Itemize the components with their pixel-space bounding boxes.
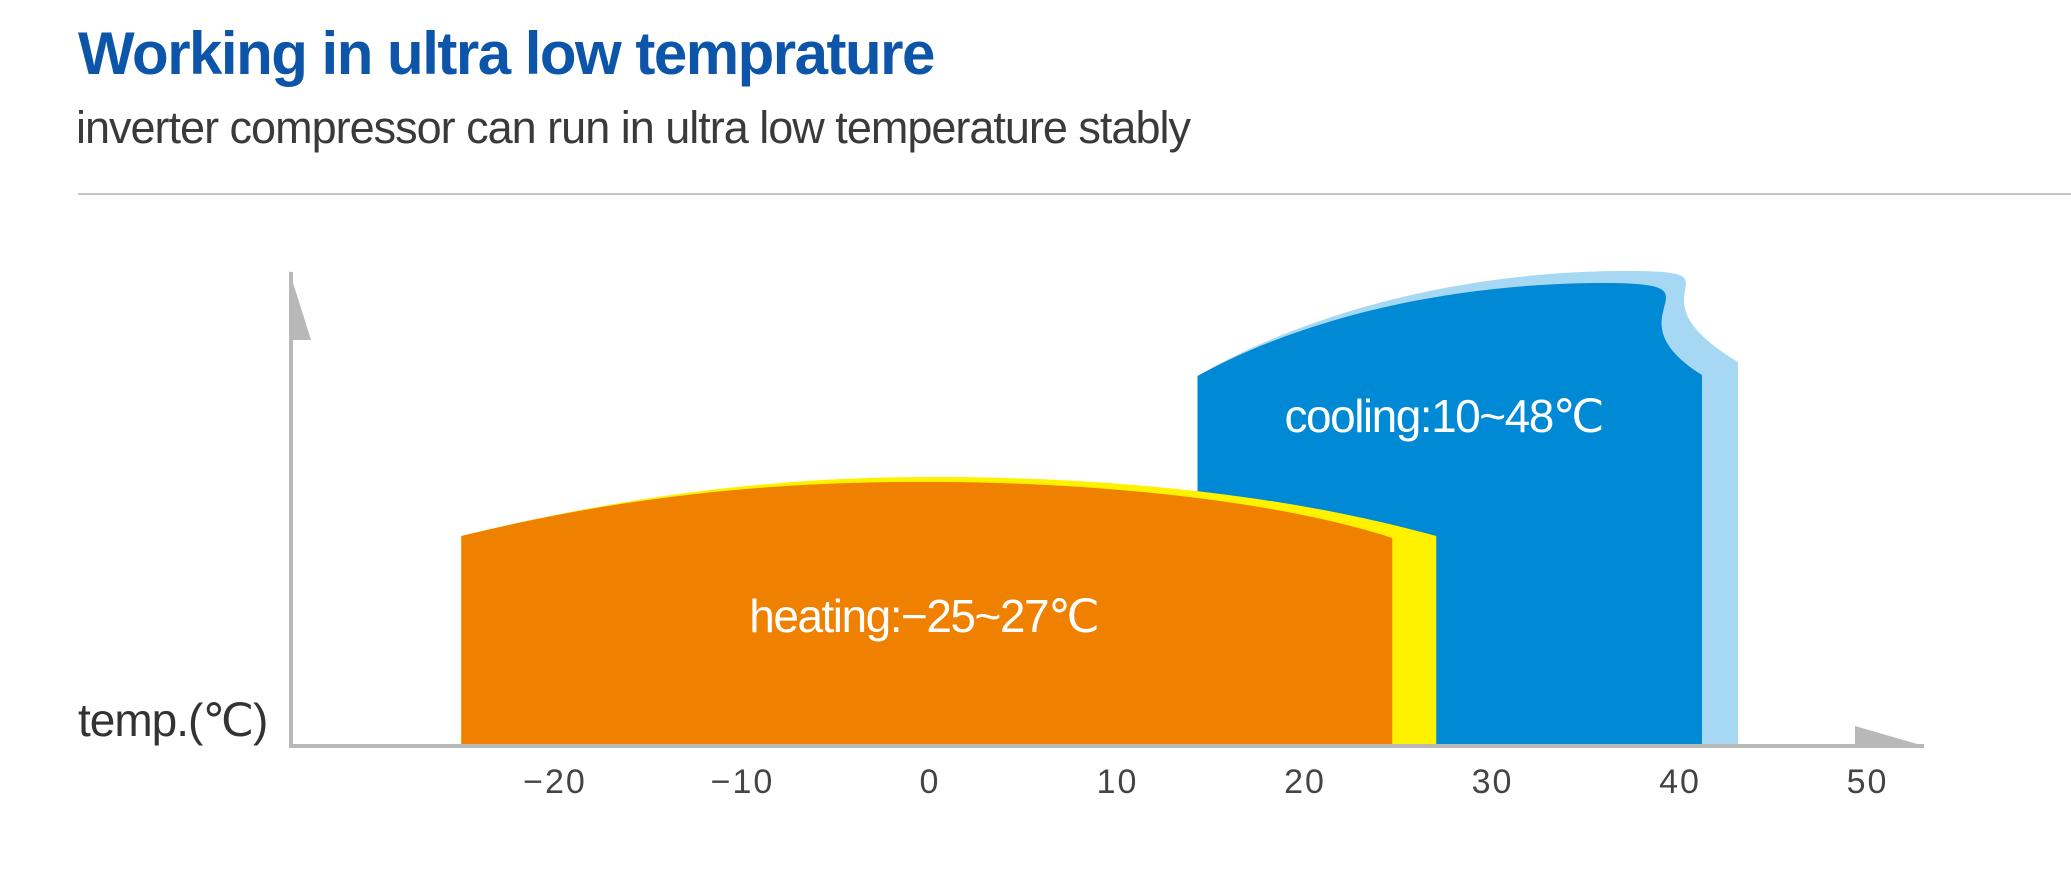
divider (78, 193, 2071, 195)
x-tick-labels: −20 −10 0 10 20 30 40 50 (523, 763, 1889, 801)
x-axis-arrow (1855, 726, 1924, 746)
heating-range-area (461, 476, 1437, 746)
x-tick-label: 20 (1284, 763, 1326, 801)
x-tick-label: 30 (1472, 763, 1514, 801)
page-subtitle: inverter compressor can run in ultra low… (76, 102, 1191, 153)
x-axis-line (289, 744, 1924, 748)
x-tick-label: 40 (1659, 763, 1701, 801)
heating-range-label: heating:−25~27℃ (749, 590, 1098, 642)
x-tick-label: 0 (920, 763, 941, 801)
heating-range-fill (461, 481, 1393, 746)
y-axis-label: temp.(℃) (78, 694, 267, 746)
x-tick-label: 50 (1847, 763, 1889, 801)
y-axis-line (289, 272, 293, 748)
x-tick-label: −10 (711, 763, 775, 801)
axes (289, 270, 1924, 748)
y-axis-arrow (289, 270, 311, 340)
x-tick-label: 10 (1097, 763, 1139, 801)
x-tick-label: −20 (523, 763, 587, 801)
cooling-range-label: cooling:10~48℃ (1285, 390, 1603, 442)
page-title: Working in ultra low temprature (78, 20, 935, 87)
